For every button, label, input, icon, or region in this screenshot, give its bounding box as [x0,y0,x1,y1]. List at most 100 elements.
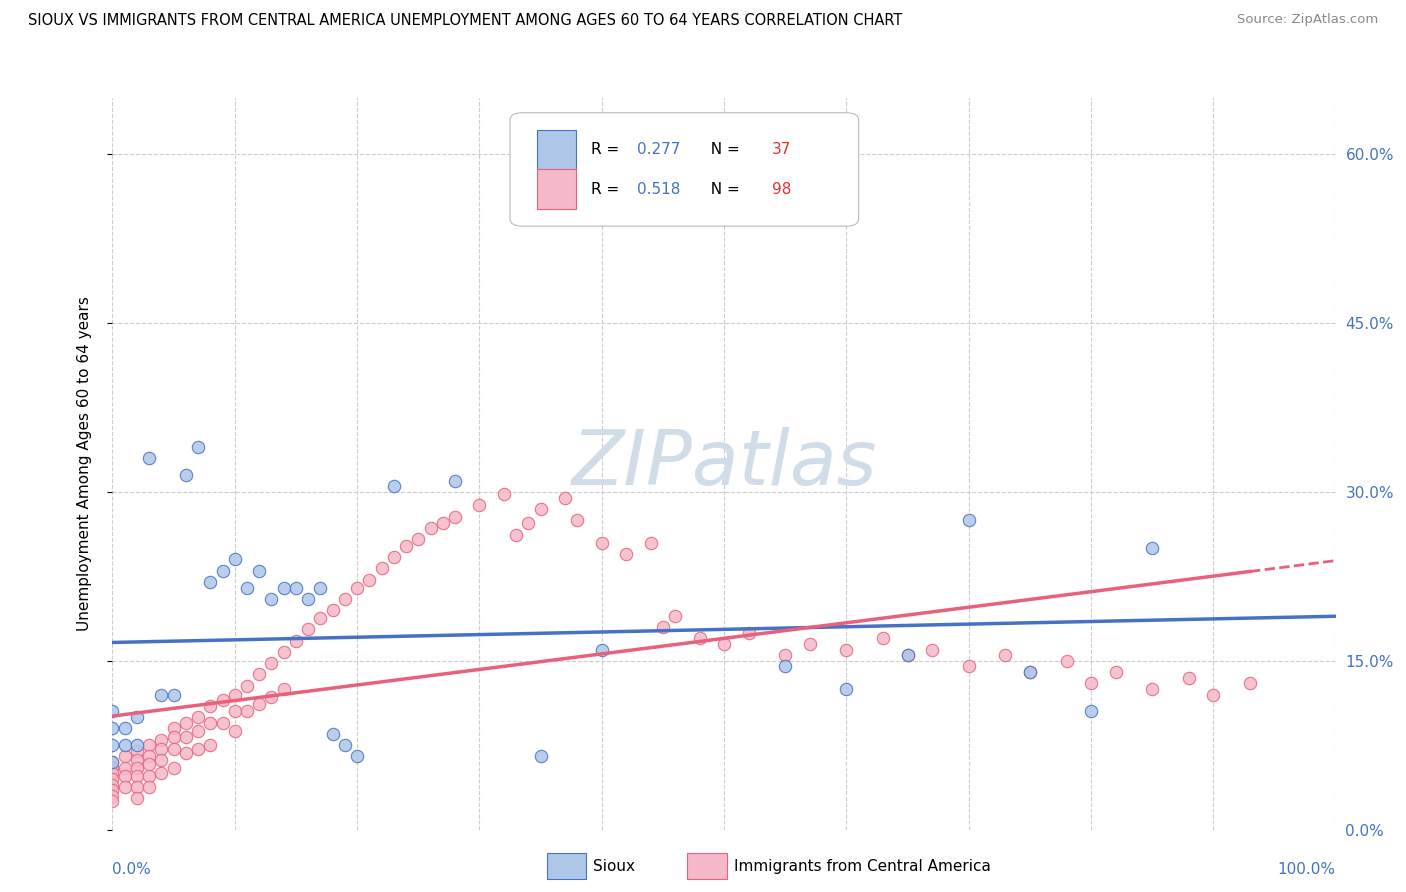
Point [273,581,295,595]
Point [1056,654,1078,668]
Text: 98: 98 [772,182,792,196]
Point [505,527,527,541]
Point [921,642,943,657]
Text: Sioux: Sioux [593,859,636,873]
Point [1080,676,1102,690]
Point [382,550,405,565]
Point [432,516,454,531]
Point [138,738,160,752]
Point [125,780,148,794]
Point [125,791,148,805]
Point [114,780,136,794]
FancyBboxPatch shape [510,112,859,227]
Point [101,783,124,797]
Point [957,659,980,673]
Point [101,772,124,786]
Point [101,755,124,769]
Point [163,731,186,745]
Point [247,564,270,578]
Point [150,688,173,702]
Point [297,591,319,606]
Point [125,768,148,782]
Point [273,681,295,696]
Point [835,642,858,657]
Point [1104,665,1126,679]
Point [101,705,124,719]
Text: SIOUX VS IMMIGRANTS FROM CENTRAL AMERICA UNEMPLOYMENT AMONG AGES 60 TO 64 YEARS : SIOUX VS IMMIGRANTS FROM CENTRAL AMERICA… [28,13,903,29]
Bar [537,169,576,210]
Text: R =: R = [591,182,624,196]
Point [125,710,148,724]
Point [664,608,686,623]
Text: 0.277: 0.277 [637,142,681,157]
Point [101,778,124,792]
Point [114,738,136,752]
Point [224,552,246,566]
Point [322,727,344,741]
Point [359,573,381,587]
Point [150,753,173,767]
Point [591,535,613,549]
Point [224,705,246,719]
Point [114,749,136,764]
Point [125,761,148,775]
Point [517,516,540,531]
Point [174,468,197,483]
Point [554,491,576,505]
Text: Source: ZipAtlas.com: Source: ZipAtlas.com [1237,13,1378,27]
Point [260,656,283,670]
Point [957,513,980,527]
Point [260,591,283,606]
Point [640,535,662,549]
Point [163,741,186,756]
Point [138,749,160,764]
Point [492,487,515,501]
Point [1239,676,1261,690]
Point [799,637,821,651]
Point [174,715,197,730]
Text: Immigrants from Central America: Immigrants from Central America [734,859,991,873]
Text: N =: N = [700,182,744,196]
Bar [688,853,727,879]
Point [163,761,186,775]
Point [187,440,209,454]
Point [273,645,295,659]
Point [114,768,136,782]
Point [835,681,858,696]
Point [309,611,332,625]
Point [346,749,368,764]
Point [872,632,894,646]
Point [163,688,186,702]
Point [1018,665,1040,679]
Point [322,603,344,617]
Point [1202,688,1225,702]
Text: R =: R = [591,142,624,157]
Text: 0.518: 0.518 [637,182,681,196]
Point [444,474,467,488]
Text: 37: 37 [772,142,792,157]
Point [224,723,246,738]
Point [1178,671,1201,685]
Point [187,723,209,738]
Text: ZIPatlas: ZIPatlas [571,427,877,500]
Point [994,648,1017,662]
Point [174,731,197,745]
Point [163,721,186,735]
Point [236,705,259,719]
Point [333,591,356,606]
Point [200,574,222,589]
Point [737,625,759,640]
Point [370,561,392,575]
Point [138,757,160,772]
Point [444,509,467,524]
Point [200,698,222,713]
Point [200,738,222,752]
Point [101,766,124,780]
Point [125,753,148,767]
Point [187,741,209,756]
Point [260,690,283,704]
Point [150,732,173,747]
Point [236,581,259,595]
Point [1018,665,1040,679]
Point [211,693,233,707]
